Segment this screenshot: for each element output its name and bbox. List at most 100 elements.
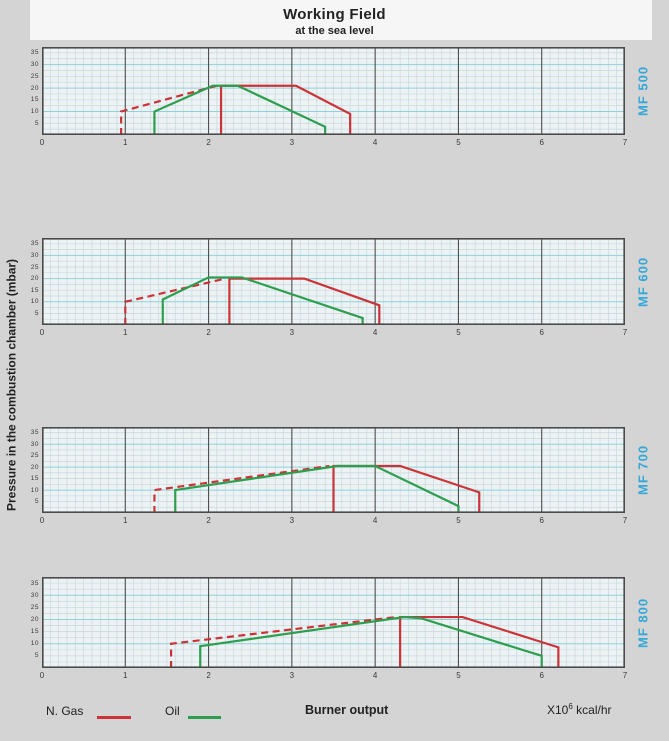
x-axis-unit-exponent: 6 — [568, 702, 573, 711]
model-label: MF 500 — [635, 65, 651, 117]
y-tick-label: 35 — [30, 49, 39, 57]
y-tick-label: 10 — [30, 108, 39, 116]
x-tick-label: 1 — [123, 516, 128, 525]
x-tick-label: 7 — [622, 138, 628, 147]
gas-curve-dashed — [120, 84, 218, 135]
plot-area — [42, 47, 625, 135]
y-tick-label: 10 — [30, 298, 39, 306]
chart-canvas — [42, 577, 625, 668]
oil-curve — [153, 84, 327, 135]
page-subtitle: at the sea level — [295, 25, 374, 37]
y-tick-label: 25 — [30, 263, 39, 271]
x-tick-label: 5 — [456, 671, 461, 680]
x-tick-label: 3 — [289, 516, 295, 525]
model-label: MF 600 — [635, 256, 651, 307]
plot-area — [42, 427, 625, 513]
legend-gas-label: N. Gas — [46, 704, 84, 718]
gas-curve-dashed — [169, 615, 397, 668]
y-tick-label: 5 — [34, 652, 39, 660]
legend-oil-swatch — [188, 716, 221, 719]
oil-curve — [199, 615, 543, 668]
y-tick-label: 20 — [30, 615, 39, 623]
x-axis-unit-prefix: X10 — [547, 703, 569, 717]
y-tick-label: 30 — [30, 251, 39, 259]
y-tick-label: 20 — [30, 463, 39, 471]
legend-oil-label: Oil — [165, 704, 180, 718]
x-axis-unit: X106 kcal/hr — [547, 702, 612, 717]
oil-curve — [161, 276, 364, 325]
y-tick-label: 10 — [30, 486, 39, 494]
x-tick-label: 4 — [372, 671, 378, 680]
y-tick-label: 25 — [30, 603, 39, 611]
y-tick-label: 35 — [30, 429, 39, 437]
x-tick-label: 3 — [289, 328, 295, 337]
x-tick-label: 1 — [123, 671, 128, 680]
plot-area — [42, 577, 625, 668]
chart-canvas — [42, 238, 625, 325]
gas-curve-dashed — [124, 277, 226, 325]
model-label: MF 800 — [635, 597, 651, 648]
y-tick-label: 35 — [30, 579, 39, 587]
x-tick-label: 2 — [206, 138, 211, 147]
chart-mf-500: MF 500 0 1 2 3 4 5 6 7 5 10 15 20 25 30 35 — [0, 47, 669, 150]
oil-curve — [174, 464, 460, 513]
gas-curve — [399, 615, 560, 668]
y-tick-label: 10 — [30, 640, 39, 648]
chart-mf-800: MF 800 0 1 2 3 4 5 6 7 5 10 15 20 25 30 35 — [0, 577, 669, 683]
x-tick-label: 3 — [289, 671, 295, 680]
x-tick-label: 4 — [372, 516, 378, 525]
y-tick-label: 15 — [30, 286, 39, 294]
y-tick-label: 20 — [30, 275, 39, 283]
x-axis-unit-suffix: kcal/hr — [572, 703, 612, 717]
chart-mf-600: MF 600 0 1 2 3 4 5 6 7 5 10 15 20 25 30 35 — [0, 238, 669, 340]
y-tick-label: 15 — [30, 96, 39, 104]
chart-mf-700: MF 700 0 1 2 3 4 5 6 7 5 10 15 20 25 30 35 — [0, 427, 669, 528]
x-tick-label: 0 — [39, 671, 45, 680]
x-tick-label: 7 — [622, 671, 628, 680]
x-tick-label: 2 — [206, 328, 211, 337]
y-tick-label: 20 — [30, 84, 39, 92]
x-tick-label: 5 — [456, 138, 461, 147]
title-background-band — [30, 0, 652, 40]
x-tick-label: 5 — [456, 516, 461, 525]
chart-canvas — [42, 47, 625, 135]
y-tick-label: 35 — [30, 240, 39, 248]
x-tick-label: 0 — [39, 328, 45, 337]
y-tick-label: 30 — [30, 440, 39, 448]
y-tick-label: 5 — [34, 498, 39, 506]
x-tick-label: 1 — [123, 328, 128, 337]
x-tick-label: 0 — [39, 138, 45, 147]
plot-area — [42, 238, 625, 325]
gas-curve — [228, 277, 381, 325]
x-tick-label: 6 — [539, 328, 544, 337]
x-tick-label: 6 — [539, 516, 544, 525]
y-tick-label: 5 — [34, 119, 39, 127]
x-tick-label: 4 — [372, 328, 378, 337]
y-tick-label: 30 — [30, 61, 39, 69]
x-tick-label: 7 — [622, 328, 628, 337]
y-tick-label: 15 — [30, 628, 39, 636]
x-tick-label: 5 — [456, 328, 461, 337]
y-tick-label: 30 — [30, 591, 39, 599]
x-axis-title: Burner output — [305, 703, 389, 717]
y-tick-label: 25 — [30, 452, 39, 460]
x-tick-label: 6 — [539, 138, 544, 147]
chart-canvas — [42, 427, 625, 513]
x-tick-label: 2 — [206, 671, 211, 680]
page-title: Working Field — [283, 6, 386, 23]
x-tick-label: 1 — [123, 138, 128, 147]
x-tick-label: 3 — [289, 138, 295, 147]
x-tick-label: 4 — [372, 138, 378, 147]
x-tick-label: 6 — [539, 671, 544, 680]
y-tick-label: 5 — [34, 309, 39, 317]
gas-curve-dashed — [153, 464, 330, 513]
x-tick-label: 0 — [39, 516, 45, 525]
gas-curve — [332, 464, 481, 513]
gas-curve — [219, 84, 352, 135]
y-tick-label: 15 — [30, 475, 39, 483]
legend-gas-swatch — [97, 716, 131, 719]
y-tick-label: 25 — [30, 72, 39, 80]
model-label: MF 700 — [635, 444, 651, 496]
x-tick-label: 7 — [622, 516, 628, 525]
x-tick-label: 2 — [206, 516, 211, 525]
